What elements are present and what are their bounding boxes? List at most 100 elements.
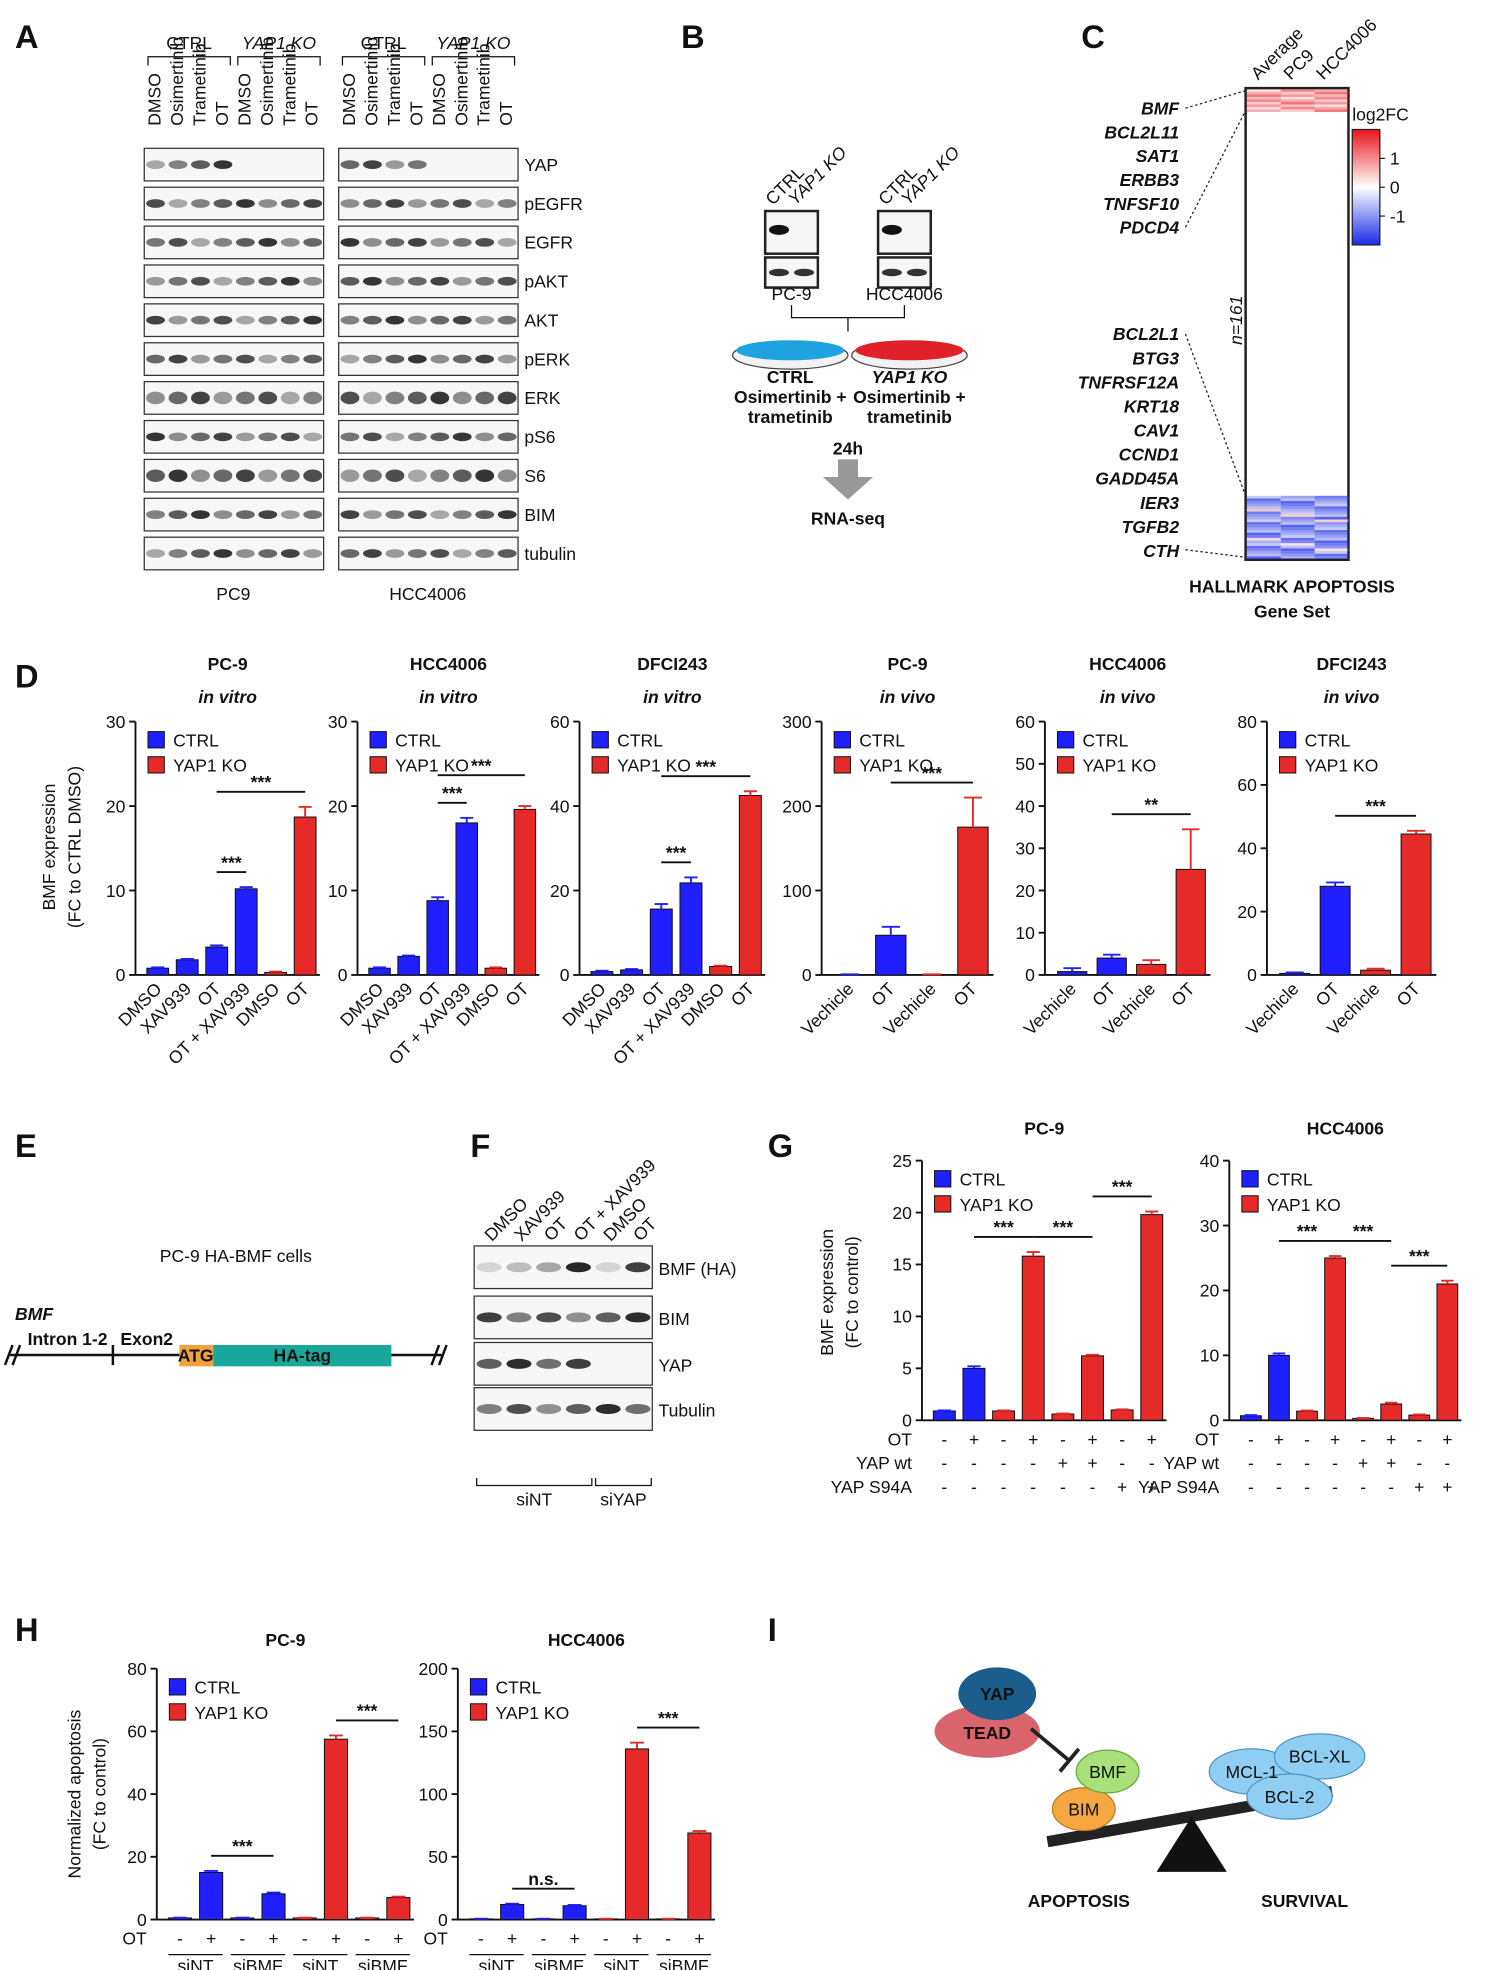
group-label: YAP1 KO <box>436 33 510 53</box>
x-tick-label: OT <box>1393 979 1425 1011</box>
legend-label: YAP1 KO <box>495 1703 569 1723</box>
condition-label: CTRL <box>767 367 814 387</box>
legend-swatch <box>1241 1195 1259 1213</box>
heatmap-cell <box>1314 508 1349 512</box>
heatmap-cell <box>1246 522 1281 525</box>
blot-band <box>280 469 300 482</box>
blot-band <box>340 432 360 442</box>
y-tick-label: 10 <box>106 881 126 901</box>
blot-band <box>497 391 517 405</box>
blot-band <box>506 1262 532 1273</box>
row-value: + <box>393 1929 403 1949</box>
protein-label: ERK <box>524 388 560 408</box>
row-value: - <box>1304 1429 1310 1449</box>
significance-label: *** <box>1353 1221 1374 1241</box>
row-label: OT <box>1195 1429 1220 1449</box>
row-value: + <box>1358 1453 1368 1473</box>
blot-band <box>168 199 188 208</box>
legend-label: CTRL <box>1083 731 1129 751</box>
row-value: - <box>302 1929 308 1949</box>
chart-subtitle: in vivo <box>1100 687 1156 707</box>
blot-band <box>625 1312 651 1323</box>
blot-band <box>506 1358 532 1369</box>
node-label: BIM <box>1068 1799 1099 1819</box>
blot-band <box>191 160 210 170</box>
row-value: - <box>1001 1477 1007 1497</box>
protein-label: pEGFR <box>524 194 583 214</box>
blot-band <box>385 432 405 442</box>
x-tick-label: OT <box>1088 979 1120 1011</box>
blot-band <box>385 354 405 364</box>
row-value: - <box>941 1429 947 1449</box>
heatmap-cell <box>1314 109 1349 112</box>
chart-title: PC-9 <box>208 654 248 674</box>
legend-swatch <box>934 1195 952 1213</box>
blot-band <box>452 432 472 442</box>
heatmap-cell <box>1314 96 1349 100</box>
legend-swatch <box>147 731 165 749</box>
blot-band <box>235 238 255 247</box>
error-bar <box>1413 1413 1426 1416</box>
blot-band <box>595 1262 621 1273</box>
heatmap-cell <box>1314 94 1349 97</box>
blot-band <box>213 354 233 364</box>
cell-line-label: PC9 <box>216 584 250 604</box>
cell-line-label: PC-9 <box>772 284 812 304</box>
lane-label: OT <box>302 101 322 126</box>
blot-band <box>363 354 382 364</box>
blot-band <box>146 276 165 286</box>
y-tick-label: 20 <box>106 796 126 816</box>
heatmap-cell <box>1314 543 1349 546</box>
group-bracket <box>341 56 426 66</box>
bar <box>1360 969 1392 976</box>
y-tick-label: 150 <box>419 1722 449 1742</box>
heatmap-cell <box>1246 524 1281 528</box>
blot-band <box>476 1358 502 1369</box>
heatmap-cell <box>1314 511 1349 515</box>
treatment-label: trametinib <box>748 407 833 427</box>
x-tick-label: OT <box>282 979 314 1011</box>
blot-band <box>258 238 278 247</box>
panel-letter: D <box>15 658 39 695</box>
chart-title: HCC4006 <box>548 1630 625 1650</box>
heatmap-cell <box>1280 551 1315 554</box>
row-value: - <box>1332 1477 1338 1497</box>
legend-label: YAP1 KO <box>173 756 247 776</box>
heatmap-cell <box>1314 495 1349 499</box>
heatmap-cell <box>1280 109 1315 112</box>
blot-band <box>146 354 165 364</box>
row-value: - <box>1030 1453 1036 1473</box>
blot-band <box>407 354 427 364</box>
error-bar <box>1384 1401 1398 1405</box>
blot-band <box>280 549 300 558</box>
heatmap-cell <box>1246 535 1281 538</box>
row-value: + <box>1414 1477 1424 1497</box>
row-value: - <box>665 1929 671 1949</box>
error-bar <box>1056 1412 1070 1415</box>
segment-label: Intron 1-2 <box>28 1329 108 1349</box>
blot-band <box>881 224 902 235</box>
lane-label: Trametinib <box>279 43 299 125</box>
row-value: + <box>1442 1477 1452 1497</box>
heatmap-cell <box>1280 543 1315 546</box>
heatmap-cell <box>1246 506 1281 509</box>
bar <box>992 1410 1016 1421</box>
y-tick-label: 20 <box>1200 1281 1220 1301</box>
gene-label: BCL2L11 <box>1104 122 1179 142</box>
panel-letter: E <box>15 1127 37 1164</box>
blot-band <box>258 354 278 364</box>
significance-label: n.s. <box>528 1869 558 1889</box>
row-value: + <box>1274 1429 1284 1449</box>
row-value: + <box>969 1429 979 1449</box>
y-tick-label: 60 <box>550 712 570 732</box>
bar <box>932 1410 956 1421</box>
legend-label: CTRL <box>617 731 663 751</box>
significance-label: *** <box>232 1836 253 1856</box>
blot-band <box>536 1262 562 1273</box>
n-label: n=161 <box>1226 296 1246 345</box>
error-bar <box>997 1409 1011 1412</box>
heatmap-cell <box>1314 527 1349 531</box>
blot-band <box>475 469 495 482</box>
